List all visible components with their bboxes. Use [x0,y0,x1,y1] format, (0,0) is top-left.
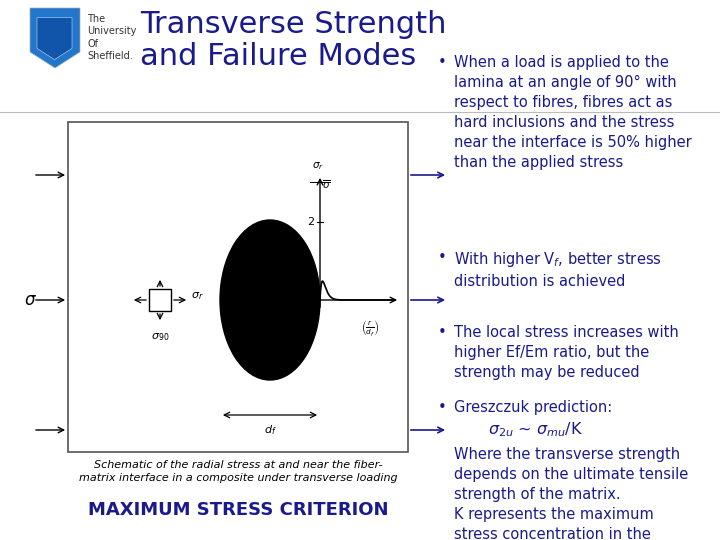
Text: $\sigma_r$: $\sigma_r$ [191,290,204,302]
Text: •: • [438,400,446,415]
Text: $\sigma$: $\sigma$ [24,291,37,309]
Polygon shape [30,8,80,68]
Bar [149,289,171,311]
Text: With higher V$_f$, better stress
distribution is achieved: With higher V$_f$, better stress distrib… [454,250,662,289]
Ellipse shape [220,220,320,380]
Text: MAXIMUM STRESS CRITERION: MAXIMUM STRESS CRITERION [88,501,388,519]
Text: Where the transverse strength
depends on the ultimate tensile
strength of the ma: Where the transverse strength depends on… [454,447,688,540]
Text: •: • [438,325,446,340]
Text: 2: 2 [307,217,314,227]
Text: Schematic of the radial stress at and near the fiber-
matrix interface in a comp: Schematic of the radial stress at and ne… [78,460,397,483]
Text: Transverse Strength
and Failure Modes: Transverse Strength and Failure Modes [140,10,446,71]
Text: When a load is applied to the
lamina at an angle of 90° with
respect to fibres, : When a load is applied to the lamina at … [454,55,692,170]
Text: $\sigma_{90}$: $\sigma_{90}$ [150,331,169,343]
Text: •: • [438,250,446,265]
Text: •: • [438,55,446,70]
Polygon shape [37,18,72,59]
Bar [68,122,408,452]
Text: $\left(\frac{r}{d_f}\right)$: $\left(\frac{r}{d_f}\right)$ [361,318,379,338]
Text: $d_f$: $d_f$ [264,423,276,437]
Text: $\overline{\sigma}$: $\overline{\sigma}$ [322,178,331,191]
Text: Greszczuk prediction:: Greszczuk prediction: [454,400,612,415]
Text: $\sigma_{2u}$ ~ $\sigma_{mu}$/K: $\sigma_{2u}$ ~ $\sigma_{mu}$/K [488,420,583,438]
Text: $\sigma_r$: $\sigma_r$ [312,160,324,172]
Text: The
University
Of
Sheffield.: The University Of Sheffield. [87,14,136,61]
Text: The local stress increases with
higher Ef/Em ratio, but the
strength may be redu: The local stress increases with higher E… [454,325,679,380]
